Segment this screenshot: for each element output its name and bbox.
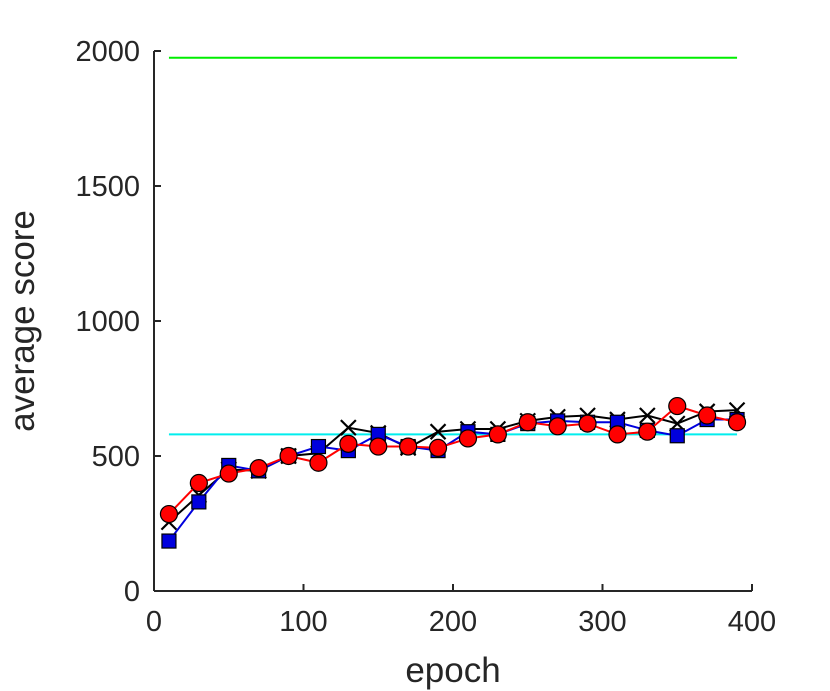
y-tick-label: 0 [124, 576, 140, 608]
data-point [399, 437, 418, 456]
y-tick-label: 500 [92, 441, 140, 473]
series-3-line [168, 404, 738, 515]
data-point [639, 407, 656, 424]
series-2 [161, 411, 745, 549]
data-point [369, 437, 388, 456]
y-tick-label: 1500 [75, 171, 140, 203]
x-tick-label: 200 [429, 606, 477, 638]
data-point [191, 494, 207, 510]
x-tick-label: 400 [728, 606, 776, 638]
x-tick-label: 100 [279, 606, 327, 638]
data-point [309, 453, 328, 472]
series-1 [160, 401, 746, 531]
data-point [488, 425, 507, 444]
data-point [279, 446, 298, 466]
data-point [310, 438, 327, 455]
data-point [340, 419, 357, 436]
data-point [428, 438, 448, 457]
series-layer [159, 396, 747, 549]
y-tick-label: 1000 [75, 306, 140, 338]
data-point [189, 473, 208, 493]
data-point [668, 396, 687, 416]
axes [153, 51, 752, 592]
data-point [669, 428, 685, 444]
data-point [458, 429, 478, 448]
series-3 [159, 396, 747, 524]
y-axis-title: average score [3, 210, 42, 432]
data-point [638, 422, 657, 441]
x-axis-title: epoch [405, 651, 500, 690]
data-point [429, 423, 447, 440]
data-point [339, 434, 358, 453]
data-point [698, 406, 717, 425]
y-tick-label: 2000 [75, 36, 140, 68]
data-point [608, 425, 627, 444]
x-tick-label: 0 [146, 606, 162, 638]
data-point [727, 413, 747, 432]
data-point [548, 417, 567, 436]
data-point [161, 533, 177, 549]
data-point [219, 464, 238, 483]
data-point [159, 504, 179, 524]
data-point [249, 459, 268, 478]
data-point [578, 414, 597, 433]
x-tick-label: 300 [578, 606, 626, 638]
data-point [518, 413, 537, 432]
ticks: 0 100 200 300 400 0 500 1000 1500 2000 [75, 36, 776, 638]
reference-lines [168, 56, 738, 436]
